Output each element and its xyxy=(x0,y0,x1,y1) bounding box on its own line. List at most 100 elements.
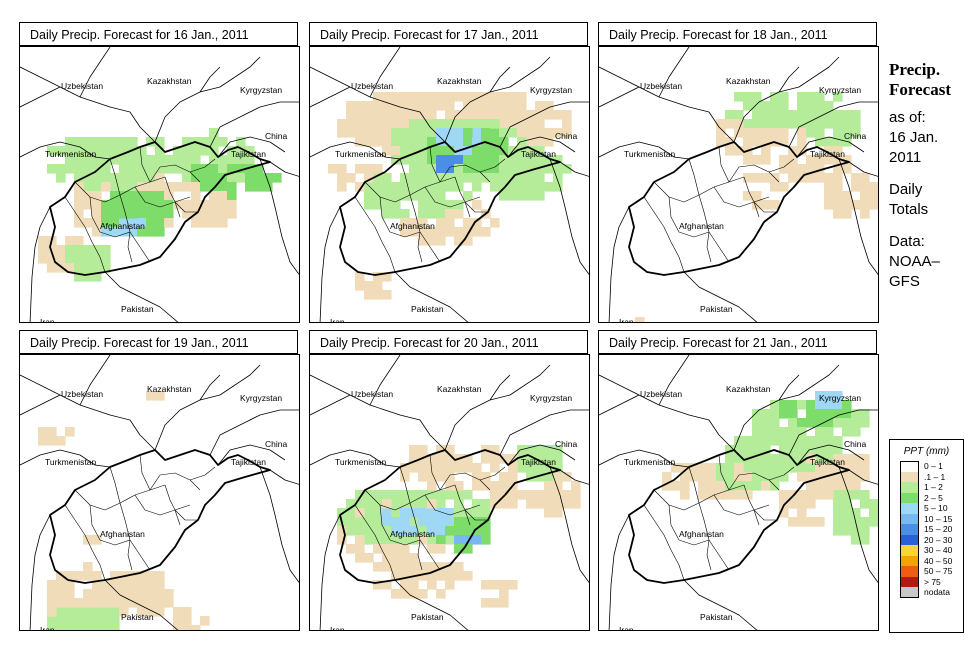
province-border xyxy=(379,504,421,546)
precip-cell xyxy=(110,571,120,581)
precip-cell xyxy=(400,173,410,183)
precip-cell xyxy=(65,146,75,156)
precip-cell xyxy=(164,589,174,599)
precip-cell xyxy=(128,173,138,183)
precip-cell xyxy=(391,508,401,518)
precip-cell xyxy=(562,164,572,174)
precip-cell xyxy=(788,418,798,428)
precip-cell xyxy=(842,128,852,138)
precip-cell xyxy=(788,173,798,183)
precip-cell xyxy=(824,155,834,165)
precip-cell xyxy=(761,110,771,120)
precip-cell xyxy=(833,472,843,482)
legend-label: > 75 xyxy=(924,576,941,587)
precip-cell xyxy=(544,499,554,509)
precip-cell xyxy=(427,191,437,201)
legend-label: nodata xyxy=(924,587,950,598)
precip-cell xyxy=(38,236,48,246)
country-border xyxy=(104,579,179,630)
precip-cell xyxy=(716,472,726,482)
precip-cell xyxy=(517,182,527,192)
province-border xyxy=(64,196,106,273)
precip-cell xyxy=(92,191,102,201)
precip-cell xyxy=(860,526,870,536)
map-label-iran: Iran xyxy=(330,625,345,631)
precip-cell xyxy=(526,173,536,183)
precip-cell xyxy=(842,418,852,428)
precip-cell xyxy=(815,445,825,455)
precip-cell xyxy=(436,445,446,455)
precip-cell xyxy=(445,137,455,147)
legend-label: .1 – 1 xyxy=(924,471,946,482)
province-border xyxy=(149,164,201,183)
precip-cell xyxy=(65,155,75,165)
precip-cell xyxy=(427,209,437,219)
province-border xyxy=(379,196,421,238)
afghanistan-outline xyxy=(49,449,271,584)
precip-cell xyxy=(427,571,437,581)
precip-cell xyxy=(779,454,789,464)
country-border xyxy=(199,66,221,93)
precip-cell xyxy=(842,155,852,165)
precip-cell xyxy=(110,218,120,228)
precip-cell xyxy=(346,526,356,536)
precip-cell xyxy=(526,119,536,129)
precip-cell xyxy=(47,598,57,608)
precip-cell xyxy=(445,92,455,102)
precip-cell xyxy=(526,128,536,138)
precip-cell xyxy=(779,499,789,509)
precip-cell xyxy=(173,155,183,165)
country-border xyxy=(394,579,469,630)
precip-cell xyxy=(65,263,75,273)
precip-cell xyxy=(155,137,165,147)
precip-cell xyxy=(553,182,563,192)
precip-cell xyxy=(454,92,464,102)
precip-cell xyxy=(101,589,111,599)
precip-cell xyxy=(110,137,120,147)
precip-cell xyxy=(562,490,572,500)
precip-cell xyxy=(824,191,834,201)
precip-cell xyxy=(725,146,735,156)
precip-cell xyxy=(860,182,870,192)
precip-cell xyxy=(92,155,102,165)
precip-cell xyxy=(427,164,437,174)
precip-cell xyxy=(65,625,75,630)
precip-cell xyxy=(346,544,356,554)
precip-cell xyxy=(400,191,410,201)
precip-cell xyxy=(110,182,120,192)
precip-cell xyxy=(436,472,446,482)
precip-cell xyxy=(427,463,437,473)
precip-cell xyxy=(481,472,491,482)
legend-item: > 75 xyxy=(900,576,963,587)
precip-cell xyxy=(851,463,861,473)
precip-cell xyxy=(355,490,365,500)
precip-cell xyxy=(842,191,852,201)
country-border xyxy=(499,409,589,456)
precip-cell xyxy=(481,92,491,102)
precip-cell xyxy=(83,245,93,255)
precip-cell xyxy=(472,173,482,183)
map-label-iran: Iran xyxy=(619,317,634,323)
precip-cell xyxy=(218,200,228,210)
precip-cell xyxy=(409,517,419,527)
precip-cell xyxy=(427,517,437,527)
totals-line1: Daily xyxy=(889,181,923,198)
precip-cell xyxy=(824,200,834,210)
precip-cell xyxy=(427,227,437,237)
precip-cell xyxy=(761,409,771,419)
precip-cell xyxy=(725,490,735,500)
precip-cell xyxy=(427,481,437,491)
precip-cell xyxy=(355,272,365,282)
precip-cell xyxy=(860,173,870,183)
precip-cell xyxy=(770,119,780,129)
precip-cell xyxy=(436,137,446,147)
precip-cell xyxy=(74,137,84,147)
precip-cell xyxy=(146,580,156,590)
precip-cell xyxy=(418,571,428,581)
precip-cell xyxy=(824,418,834,428)
precip-cell xyxy=(245,173,255,183)
precip-cell xyxy=(373,517,383,527)
precip-cell xyxy=(490,182,500,192)
precip-cell xyxy=(725,137,735,147)
precip-cell xyxy=(400,92,410,102)
